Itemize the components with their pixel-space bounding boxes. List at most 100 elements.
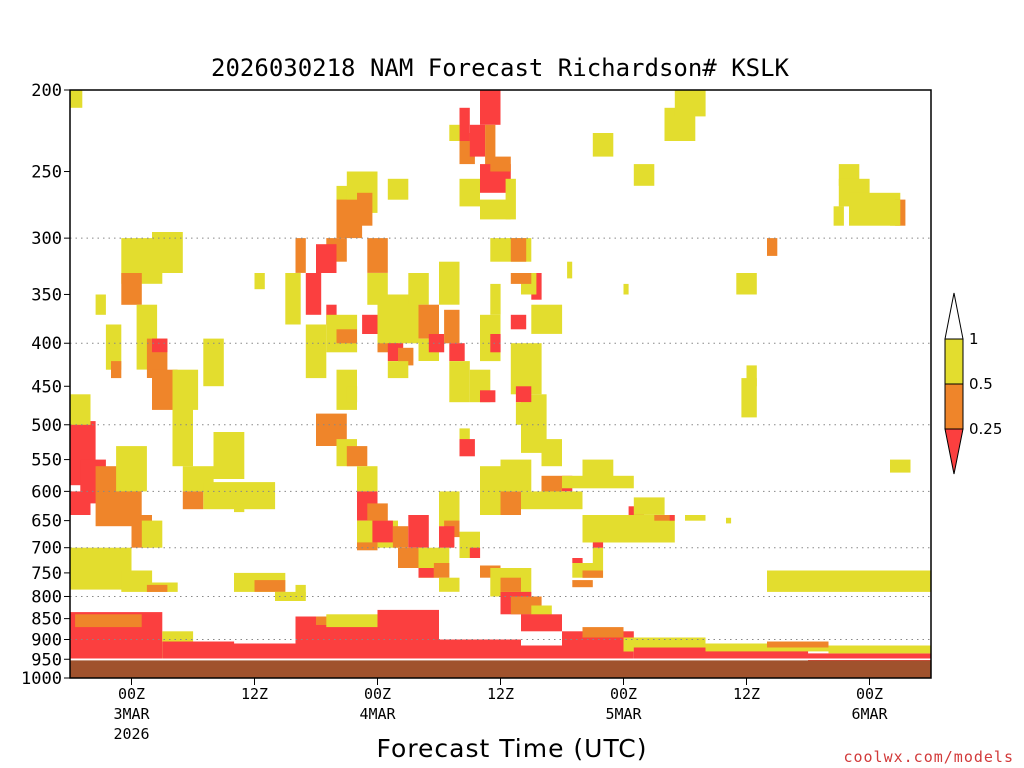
colorbar-legend: 1 0.5 0.25 — [944, 292, 1002, 475]
ri-cell-orange — [111, 361, 122, 379]
ri-cell-red — [572, 558, 583, 563]
ri-cell-orange — [418, 304, 439, 339]
ri-cell-yellow — [70, 90, 83, 108]
ri-cell-yellow — [623, 283, 629, 295]
ri-cell-red — [152, 338, 168, 353]
y-tick-label: 700 — [31, 539, 62, 559]
ri-cell-orange — [654, 515, 670, 521]
ri-cell-yellow — [746, 365, 757, 387]
ri-cell-yellow — [736, 273, 757, 295]
ri-cell-yellow — [674, 90, 706, 117]
y-tick-label: 600 — [31, 482, 62, 502]
ri-cell-orange — [444, 309, 460, 344]
ri-cell-yellow — [213, 432, 245, 479]
ri-cell-yellow — [741, 378, 757, 418]
ri-cell-orange — [367, 238, 388, 273]
ri-cell-orange — [398, 547, 424, 568]
ri-cell-orange — [254, 580, 286, 592]
ri-cell-orange — [336, 329, 357, 344]
terrain-layer — [70, 658, 931, 678]
x-tick-label: 12Z — [733, 685, 760, 703]
x-tick-year: 2026 — [113, 725, 149, 743]
credit-text: coolwx.com/models — [843, 748, 1014, 766]
ri-cell-yellow — [70, 394, 91, 425]
ri-cell-orange — [146, 584, 168, 592]
y-tick-label: 350 — [31, 285, 62, 305]
colorbar-label-0.5: 0.5 — [969, 375, 993, 393]
y-tick-label: 800 — [31, 587, 62, 607]
ri-cell-yellow — [172, 402, 193, 467]
ri-cell-orange — [367, 503, 388, 527]
ri-cell-yellow — [592, 133, 614, 157]
ri-cell-red — [592, 542, 604, 548]
ri-cell-orange — [75, 614, 142, 628]
ri-cell-red — [480, 90, 501, 125]
ri-cell-yellow — [439, 491, 460, 527]
ri-cell-red — [469, 547, 481, 558]
ri-cell-red — [428, 334, 445, 353]
ri-cell-orange — [500, 491, 521, 515]
ri-cell-red — [70, 491, 91, 515]
ri-cell-orange — [510, 238, 527, 262]
ri-cell-yellow — [633, 497, 665, 515]
ri-cell-yellow — [449, 361, 470, 403]
ri-cell-yellow — [515, 402, 537, 425]
ri-cell-red — [469, 124, 486, 157]
ri-cell-yellow — [541, 439, 562, 467]
ri-cell-yellow — [357, 466, 378, 492]
ri-cell-yellow — [70, 547, 132, 590]
ri-cell-orange — [767, 641, 829, 648]
colorbar-label-0.25: 0.25 — [969, 420, 1002, 438]
richardson-cells — [70, 90, 931, 662]
ri-cell-yellow — [285, 273, 301, 325]
ri-cell-yellow — [295, 584, 306, 597]
ri-cell-yellow — [828, 645, 931, 654]
ri-cell-orange — [295, 238, 306, 273]
ri-cell-yellow — [531, 304, 563, 334]
x-tick-label: 00Z — [364, 685, 391, 703]
ri-cell-red — [326, 304, 337, 325]
y-tick-label: 450 — [31, 377, 62, 397]
colorbar-label-1: 1 — [969, 330, 979, 348]
ri-cell-red — [316, 244, 337, 273]
y-tick-label: 900 — [31, 631, 62, 651]
colorbar-red-arrow — [944, 428, 964, 475]
x-tick-label: 12Z — [487, 685, 514, 703]
ri-cell-red — [362, 314, 378, 334]
ri-cell-yellow — [582, 459, 614, 479]
y-tick-label: 400 — [31, 334, 62, 354]
colorbar-top-arrow — [944, 292, 964, 340]
ri-cell-red — [449, 343, 465, 361]
x-tick-date: 6MAR — [851, 705, 888, 723]
x-tick-label: 00Z — [118, 685, 145, 703]
ri-cell-red — [515, 386, 532, 403]
ri-cell-yellow — [890, 199, 901, 226]
x-tick-date: 5MAR — [605, 705, 642, 723]
chart-title: 2026030218 NAM Forecast Richardson# KSLK — [211, 54, 790, 82]
ri-cell-yellow — [408, 273, 429, 305]
ri-cell-red — [372, 520, 393, 543]
ri-cell-red — [418, 639, 521, 660]
x-tick-label: 00Z — [856, 685, 883, 703]
ri-cell-red — [521, 614, 562, 632]
y-tick-label: 300 — [31, 229, 62, 249]
ri-cell-yellow — [95, 294, 106, 315]
x-tick-label: 00Z — [610, 685, 637, 703]
ri-cell-orange — [582, 570, 603, 578]
colorbar-orange — [944, 383, 964, 430]
ri-cell-yellow — [767, 570, 778, 573]
y-tick-label: 250 — [31, 163, 62, 183]
ri-cell-orange — [121, 273, 142, 305]
ri-cell-yellow — [562, 475, 634, 489]
y-tick-label: 950 — [31, 650, 62, 670]
ri-cell-orange — [433, 563, 450, 578]
ri-cell-orange — [357, 192, 373, 226]
ri-cell-yellow — [521, 491, 583, 510]
ri-cell-red — [808, 653, 931, 662]
ri-cell-yellow — [767, 570, 931, 592]
y-tick-label: 500 — [31, 416, 62, 436]
ri-cell-red — [305, 273, 322, 315]
ri-cell-yellow — [121, 570, 153, 592]
ri-cell-orange — [398, 347, 414, 366]
